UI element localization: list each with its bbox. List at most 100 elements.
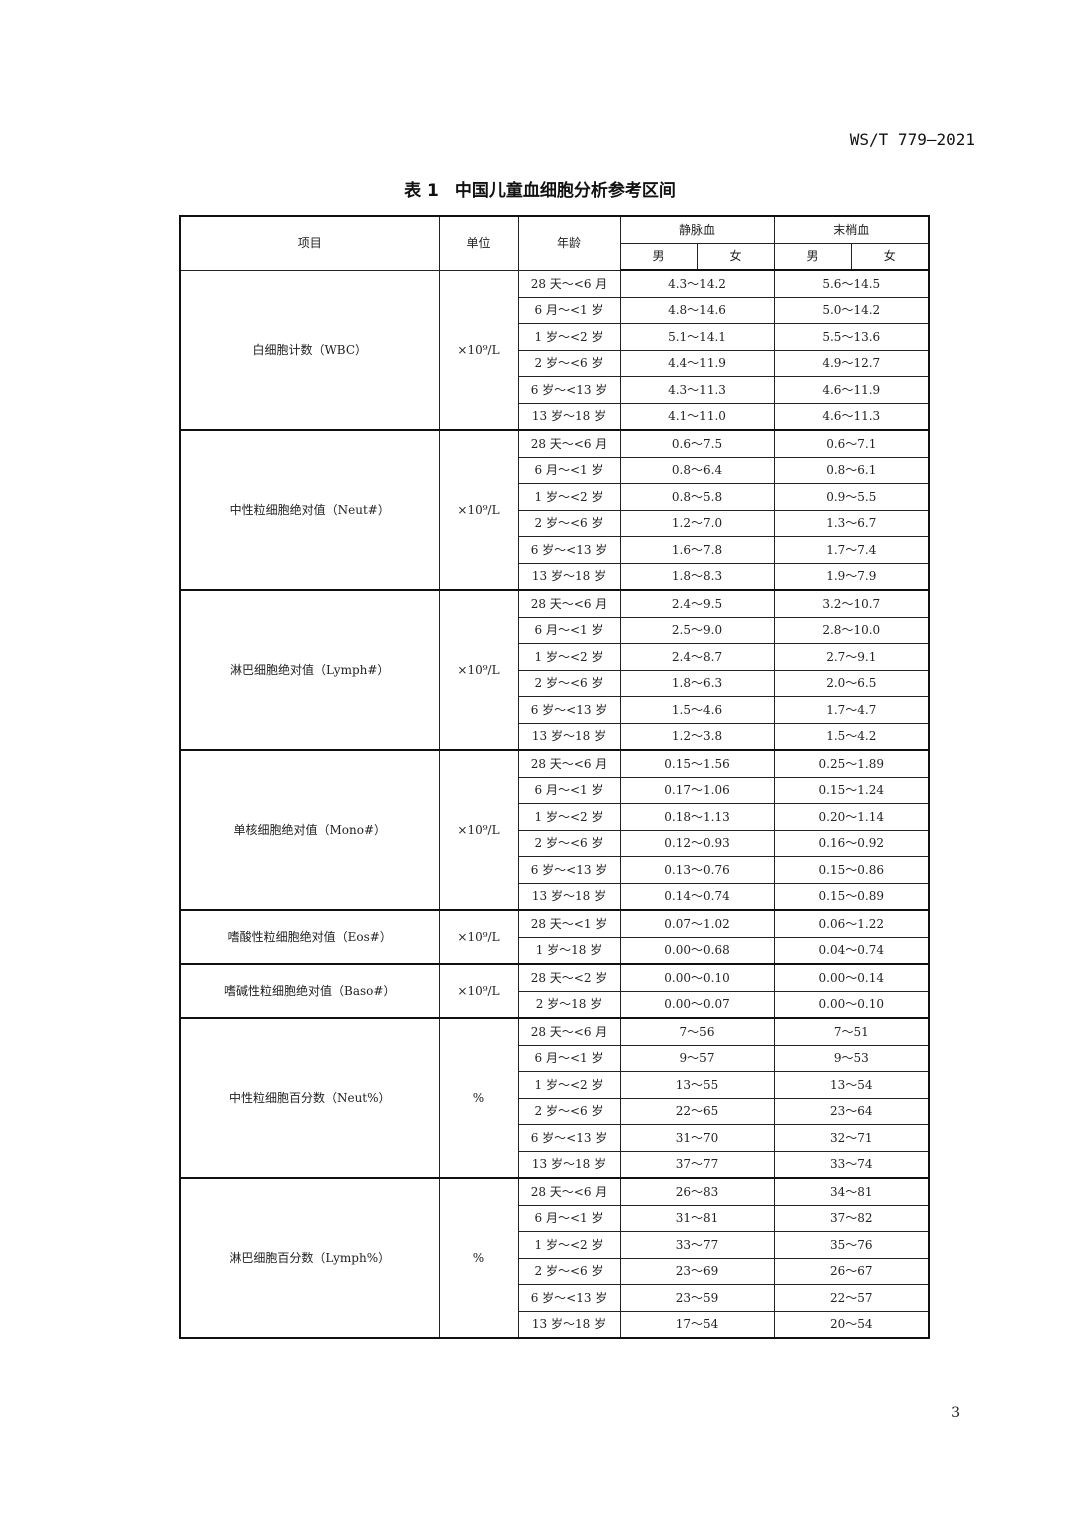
table-row: 6 月～<1 岁 4.8～14.6 5.0～14.2	[180, 296, 930, 324]
age-cell: 6 月～<1 岁	[517, 1044, 621, 1072]
table-row: 6 岁～<13 岁 31～70 32～71	[180, 1124, 930, 1152]
venous-cell: 9～57	[619, 1044, 775, 1072]
venous-cell: 0.15～1.56	[619, 749, 775, 778]
table-row: 13 岁～18 岁 1.8～8.3 1.9～7.9	[180, 562, 930, 591]
capillary-cell: 1.3～6.7	[773, 509, 930, 537]
capillary-cell: 20～54	[773, 1310, 930, 1339]
table-row: 13 岁～18 岁 1.2～3.8 1.5～4.2	[180, 722, 930, 751]
capillary-cell: 1.5～4.2	[773, 722, 930, 751]
age-cell: 2 岁～18 岁	[517, 990, 621, 1019]
item-cell: 白细胞计数（WBC）	[179, 269, 440, 431]
capillary-cell: 13～54	[773, 1071, 930, 1099]
table-row: 1 岁～<2 岁 33～77 35～76	[180, 1231, 930, 1259]
venous-cell: 0.8～5.8	[619, 483, 775, 511]
age-cell: 28 天～<6 月	[517, 1017, 621, 1046]
capillary-cell: 1.9～7.9	[773, 562, 930, 591]
capillary-cell: 3.2～10.7	[773, 589, 930, 618]
table-row: 6 岁～<13 岁 1.6～7.8 1.7～7.4	[180, 536, 930, 564]
capillary-cell: 4.9～12.7	[773, 349, 930, 377]
age-cell: 6 岁～<13 岁	[517, 856, 621, 884]
table-row: 2 岁～<6 岁 22～65 23～64	[180, 1097, 930, 1125]
table-number: 表 1	[404, 181, 439, 201]
header-venous: 静脉血	[619, 215, 775, 244]
unit-cell: ×10⁹/L	[438, 429, 519, 591]
venous-cell: 0.00～0.10	[619, 963, 775, 992]
venous-cell: 0.07～1.02	[619, 909, 775, 938]
table-row: 嗜碱性粒细胞绝对值（Baso#） ×10⁹/L 28 天～<2 岁 0.00～0.10…	[179, 963, 930, 1019]
unit-cell: ×10⁹/L	[438, 909, 519, 965]
capillary-cell: 4.6～11.3	[773, 402, 930, 431]
venous-cell: 1.5～4.6	[619, 696, 775, 724]
table-row: 6 岁～<13 岁 4.3～11.3 4.6～11.9	[180, 376, 930, 404]
capillary-cell: 2.0～6.5	[773, 669, 930, 697]
table-row: 白细胞计数（WBC） ×10⁹/L 28 天～<6 月 4.3～14.2 5.6～14.…	[179, 269, 930, 431]
age-cell: 13 岁～18 岁	[517, 562, 621, 591]
venous-cell: 0.12～0.93	[619, 829, 775, 857]
capillary-cell: 0.15～1.24	[773, 776, 930, 804]
capillary-cell: 0.04～0.74	[773, 936, 930, 965]
capillary-cell: 0.25～1.89	[773, 749, 930, 778]
capillary-cell: 5.6～14.5	[773, 269, 930, 298]
age-cell: 2 岁～<6 岁	[517, 509, 621, 537]
age-cell: 6 月～<1 岁	[517, 456, 621, 484]
age-cell: 6 月～<1 岁	[517, 776, 621, 804]
venous-cell: 22～65	[619, 1097, 775, 1125]
table-row: 6 岁～<13 岁 0.13～0.76 0.15～0.86	[180, 856, 930, 884]
age-cell: 13 岁～18 岁	[517, 722, 621, 751]
capillary-cell: 26～67	[773, 1257, 930, 1285]
venous-cell: 26～83	[619, 1177, 775, 1206]
capillary-cell: 0.15～0.86	[773, 856, 930, 884]
capillary-cell: 0.16～0.92	[773, 829, 930, 857]
table-row: 中性粒细胞绝对值（Neut#） ×10⁹/L 28 天～<6 月 0.6～7.5 0.6…	[179, 429, 930, 591]
age-cell: 13 岁～18 岁	[517, 1150, 621, 1179]
age-cell: 6 岁～<13 岁	[517, 1284, 621, 1312]
table-row: 2 岁～<6 岁 23～69 26～67	[180, 1257, 930, 1285]
unit-cell: ×10⁹/L	[438, 589, 519, 751]
venous-cell: 0.17～1.06	[619, 776, 775, 804]
age-cell: 2 岁～<6 岁	[517, 1097, 621, 1125]
item-cell: 中性粒细胞绝对值（Neut#）	[179, 429, 440, 591]
age-cell: 13 岁～18 岁	[517, 882, 621, 911]
table-row: 1 岁～<2 岁 13～55 13～54	[180, 1071, 930, 1099]
table-row: 6 月～<1 岁 2.5～9.0 2.8～10.0	[180, 616, 930, 644]
age-cell: 28 天～<6 月	[517, 269, 621, 298]
capillary-cell: 5.0～14.2	[773, 296, 930, 324]
table-row: 13 岁～18 岁 4.1～11.0 4.6～11.3	[180, 402, 930, 431]
age-cell: 28 天～<6 月	[517, 429, 621, 458]
venous-cell: 31～81	[619, 1204, 775, 1232]
capillary-cell: 32～71	[773, 1124, 930, 1152]
table-row: 1 岁～<2 岁 0.18～1.13 0.20～1.14	[180, 803, 930, 831]
venous-cell: 4.3～14.2	[619, 269, 775, 298]
venous-cell: 0.00～0.07	[619, 990, 775, 1019]
age-cell: 1 岁～<2 岁	[517, 803, 621, 831]
age-cell: 6 月～<1 岁	[517, 616, 621, 644]
capillary-cell: 33～74	[773, 1150, 930, 1179]
table-row: 淋巴细胞百分数（Lymph%）% 28 天～<6 月 26～83 34～81	[179, 1177, 930, 1339]
item-cell: 淋巴细胞百分数（Lymph%）	[179, 1177, 440, 1339]
capillary-cell: 34～81	[773, 1177, 930, 1206]
age-cell: 6 岁～<13 岁	[517, 696, 621, 724]
header-venous-female: 女	[696, 242, 775, 271]
venous-cell: 23～59	[619, 1284, 775, 1312]
capillary-cell: 22～57	[773, 1284, 930, 1312]
capillary-cell: 0.06～1.22	[773, 909, 930, 938]
reference-interval-table: 项目 单位 年龄 静脉血 末梢血 男 女 男 女 白细胞计数（WBC） ×10⁹/…	[179, 215, 931, 1339]
venous-cell: 17～54	[619, 1310, 775, 1339]
venous-cell: 33～77	[619, 1231, 775, 1259]
table-row: 13 岁～18 岁 37～77 33～74	[180, 1150, 930, 1179]
capillary-cell: 0.9～5.5	[773, 483, 930, 511]
table-row: 6 岁～<13 岁 23～59 22～57	[180, 1284, 930, 1312]
capillary-cell: 23～64	[773, 1097, 930, 1125]
table-row: 嗜酸性粒细胞绝对值（Eos#） ×10⁹/L 28 天～<1 岁 0.07～1.02 0…	[179, 909, 930, 965]
table-row: 6 月～<1 岁 0.8～6.4 0.8～6.1	[180, 456, 930, 484]
venous-cell: 4.3～11.3	[619, 376, 775, 404]
header-capillary-male: 男	[773, 242, 852, 271]
venous-cell: 2.4～8.7	[619, 643, 775, 671]
table-row: 淋巴细胞绝对值（Lymph#） ×10⁹/L 28 天～<6 月 2.4～9.5 3.2…	[179, 589, 930, 751]
table-row: 6 月～<1 岁 9～57 9～53	[180, 1044, 930, 1072]
age-cell: 1 岁～<2 岁	[517, 643, 621, 671]
unit-cell: ×10⁹/L	[438, 269, 519, 431]
table-title-text: 中国儿童血细胞分析参考区间	[454, 181, 676, 201]
age-cell: 28 天～<1 岁	[517, 909, 621, 938]
age-cell: 6 月～<1 岁	[517, 296, 621, 324]
